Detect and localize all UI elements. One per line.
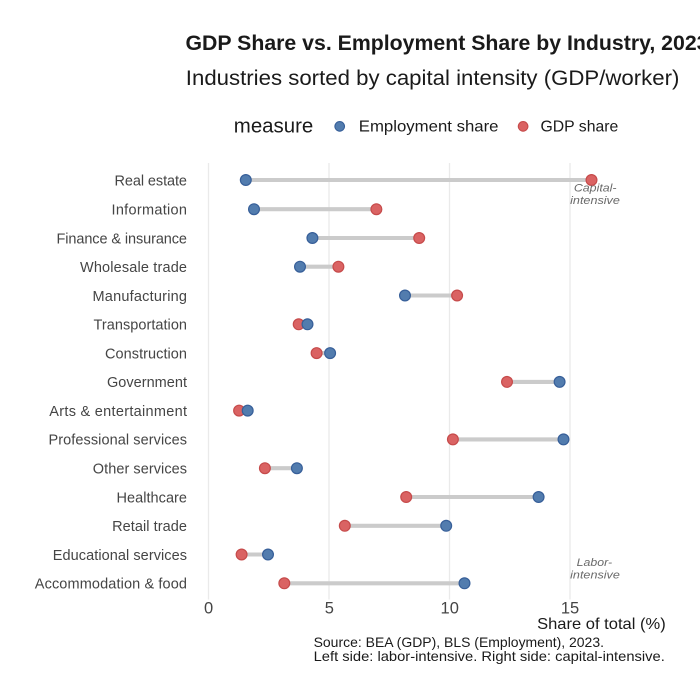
- svg-text:GDP Share vs. Employment Share: GDP Share vs. Employment Share by Indust…: [186, 31, 700, 55]
- svg-text:10: 10: [441, 599, 459, 617]
- svg-text:Healthcare: Healthcare: [117, 490, 188, 506]
- svg-text:intensive: intensive: [570, 570, 620, 582]
- svg-text:Educational services: Educational services: [53, 548, 187, 564]
- svg-text:Transportation: Transportation: [94, 318, 188, 334]
- svg-text:Employment share: Employment share: [359, 119, 499, 136]
- svg-text:Accommodation & food: Accommodation & food: [35, 577, 187, 593]
- svg-text:Other services: Other services: [93, 462, 187, 478]
- svg-text:15: 15: [561, 599, 579, 617]
- svg-text:Real estate: Real estate: [115, 174, 188, 190]
- svg-text:5: 5: [325, 599, 334, 617]
- svg-text:intensive: intensive: [570, 195, 620, 207]
- svg-text:Retail trade: Retail trade: [112, 519, 187, 535]
- svg-text:measure: measure: [234, 115, 313, 137]
- svg-text:Wholesale trade: Wholesale trade: [80, 260, 187, 276]
- svg-text:Labor-: Labor-: [577, 557, 613, 569]
- svg-text:Capital-: Capital-: [574, 182, 617, 194]
- svg-text:Industries sorted by capital i: Industries sorted by capital intensity (…: [186, 66, 680, 90]
- svg-text:Share of total (%): Share of total (%): [537, 616, 666, 633]
- svg-text:Manufacturing: Manufacturing: [93, 289, 188, 305]
- svg-text:Government: Government: [107, 375, 187, 391]
- svg-text:Professional services: Professional services: [49, 433, 188, 449]
- svg-text:Construction: Construction: [105, 346, 187, 362]
- svg-text:Source: BEA (GDP), BLS (Employ: Source: BEA (GDP), BLS (Employment), 202…: [314, 635, 604, 650]
- svg-text:Arts & entertainment: Arts & entertainment: [49, 404, 187, 420]
- svg-text:Finance & insurance: Finance & insurance: [57, 231, 188, 247]
- svg-text:Left side: labor-intensive. Ri: Left side: labor-intensive. Right side: …: [314, 649, 665, 664]
- svg-text:0: 0: [204, 599, 213, 617]
- svg-text:GDP share: GDP share: [541, 119, 619, 136]
- svg-text:Information: Information: [112, 203, 188, 219]
